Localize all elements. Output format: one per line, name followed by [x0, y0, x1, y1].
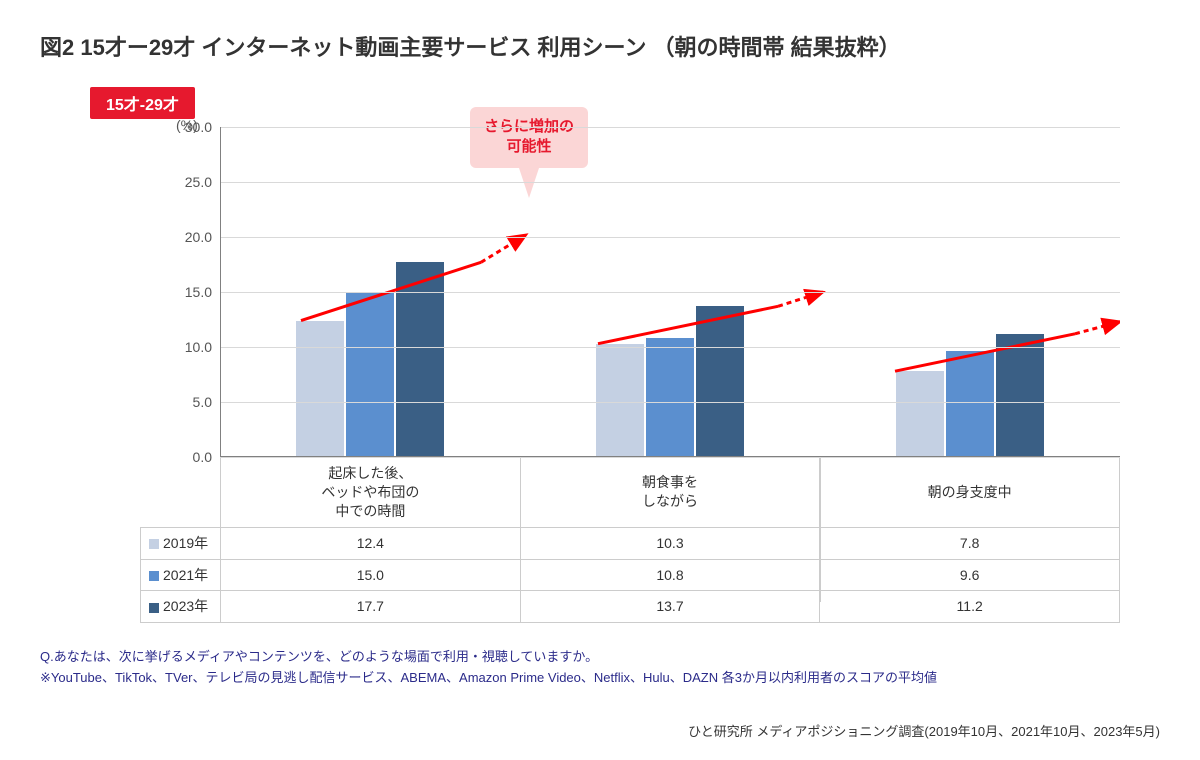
category-label: 朝食事をしながら [520, 458, 820, 528]
series-label: 2021年 [141, 559, 221, 591]
age-badge: 15才-29才 [90, 87, 195, 119]
y-tick-label: 0.0 [193, 449, 212, 465]
grid-line [220, 237, 1120, 238]
data-cell: 9.6 [820, 559, 1120, 591]
bar [996, 334, 1044, 457]
y-tick-label: 5.0 [193, 394, 212, 410]
data-table: 起床した後、ベッドや布団の中での時間朝食事をしながら朝の身支度中 2019年 12.… [140, 457, 1120, 623]
series-name: 2021年 [163, 567, 208, 583]
category-label: 朝の身支度中 [820, 458, 1120, 528]
y-tick-label: 25.0 [185, 174, 212, 190]
grid-line [220, 182, 1120, 183]
data-cell: 10.3 [520, 527, 820, 559]
bar [646, 338, 694, 457]
y-tick-label: 30.0 [185, 119, 212, 135]
grid-line [220, 402, 1120, 403]
bar [696, 306, 744, 457]
y-tick-label: 10.0 [185, 339, 212, 355]
series-name: 2023年 [163, 598, 208, 614]
bar [896, 371, 944, 457]
data-cell: 11.2 [820, 591, 1120, 623]
data-cell: 10.8 [520, 559, 820, 591]
grid-line [220, 292, 1120, 293]
bar [946, 351, 994, 457]
bar [596, 344, 644, 457]
grid-line [220, 127, 1120, 128]
bar [346, 292, 394, 457]
grid-line [220, 347, 1120, 348]
series-label: 2023年 [141, 591, 221, 623]
y-tick-label: 15.0 [185, 284, 212, 300]
legend-swatch [149, 539, 159, 549]
source-citation: ひと研究所 メディアポジショニング調査(2019年10月、2021年10月、20… [688, 721, 1160, 740]
footer-notes: Q.あなたは、次に挙げるメディアやコンテンツを、どのような場面で利用・視聴してい… [40, 647, 1160, 689]
grid-line [220, 457, 1120, 458]
group-separator [820, 457, 821, 602]
data-cell: 12.4 [221, 527, 521, 559]
chart-title: 図2 15才ー29才 インターネット動画主要サービス 利用シーン （朝の時間帯 … [40, 30, 1160, 62]
question-text: Q.あなたは、次に挙げるメディアやコンテンツを、どのような場面で利用・視聴してい… [40, 647, 1160, 668]
bar [296, 321, 344, 457]
table-corner [141, 458, 221, 528]
plot-area: さらに増加の 可能性 0.05.010.015.020.025.030.0 [220, 127, 1120, 457]
data-cell: 13.7 [520, 591, 820, 623]
legend-swatch [149, 571, 159, 581]
group-separator [520, 457, 521, 602]
data-cell: 15.0 [221, 559, 521, 591]
legend-swatch [149, 603, 159, 613]
data-cell: 17.7 [221, 591, 521, 623]
services-note: ※YouTube、TikTok、TVer、テレビ局の見逃し配信サービス、ABEM… [40, 668, 1160, 689]
series-name: 2019年 [163, 535, 208, 551]
chart-container: 15才-29才 (%) さらに増加の 可能性 0.05.010.015.020.… [40, 87, 1160, 623]
category-label: 起床した後、ベッドや布団の中での時間 [221, 458, 521, 528]
y-tick-label: 20.0 [185, 229, 212, 245]
series-label: 2019年 [141, 527, 221, 559]
data-cell: 7.8 [820, 527, 1120, 559]
